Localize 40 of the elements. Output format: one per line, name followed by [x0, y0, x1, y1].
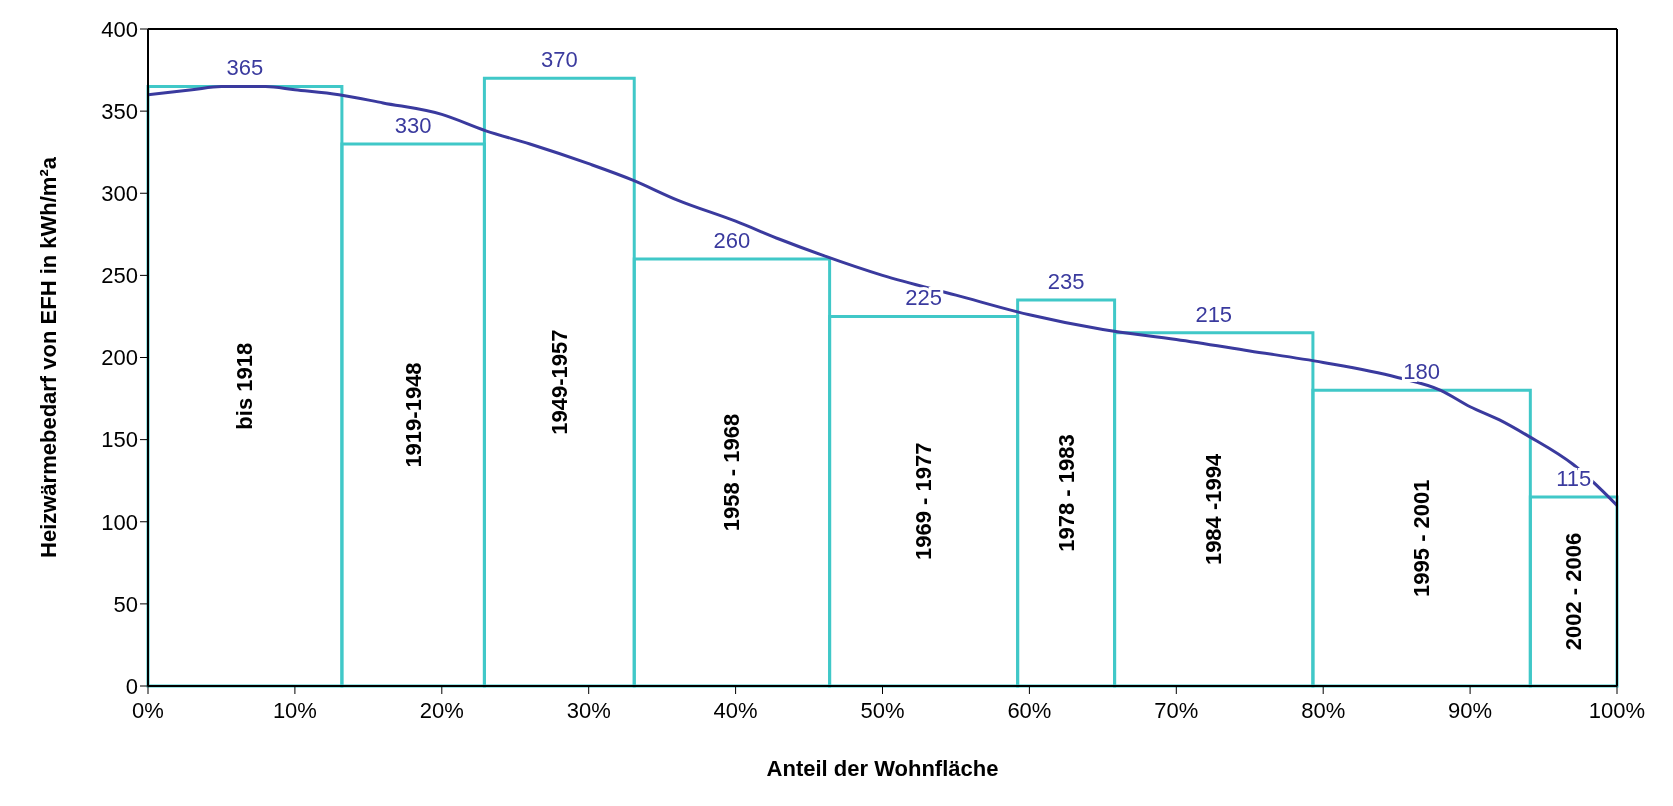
annotation: 1949-1957 — [546, 329, 572, 435]
annotation: bis 1918 — [232, 342, 258, 430]
y-axis-title: Heizwärmebedarf von EFH in kWh/m²a — [35, 156, 61, 558]
y-tick-label: 0 — [125, 673, 138, 699]
data-label: 215 — [1195, 301, 1233, 327]
y-tick-label: 350 — [101, 98, 138, 124]
y-tick-label: 300 — [101, 181, 138, 207]
annotation: 1969 - 1977 — [911, 442, 937, 560]
data-label: 180 — [1403, 359, 1440, 385]
x-tick-label: 20% — [419, 697, 464, 723]
annotation: 1919-1948 — [400, 362, 426, 468]
data-label: 235 — [1047, 269, 1085, 295]
data-label: 260 — [713, 227, 751, 253]
x-tick-label: 40% — [713, 697, 758, 723]
y-tick-label: 50 — [113, 591, 138, 617]
data-label: 330 — [394, 112, 432, 138]
x-axis-title: Anteil der Wohnfläche — [766, 756, 999, 781]
x-tick-label: 50% — [860, 697, 905, 723]
y-tick-label: 250 — [101, 263, 138, 289]
y-tick-label: 400 — [101, 16, 138, 42]
data-label: 370 — [540, 47, 578, 73]
x-tick-label: 90% — [1448, 697, 1493, 723]
annotation: 1995 - 2001 — [1409, 479, 1435, 597]
y-tick-label: 100 — [101, 509, 138, 535]
data-label: 365 — [226, 55, 264, 81]
y-tick-label: 150 — [101, 427, 138, 453]
annotation: 2002 - 2006 — [1561, 532, 1587, 651]
annotation: 1984 -1994 — [1201, 453, 1227, 566]
data-label: 225 — [905, 285, 942, 311]
x-tick-label: 30% — [566, 697, 611, 723]
data-label: 115 — [1556, 466, 1592, 492]
y-tick-label: 200 — [101, 345, 138, 371]
x-tick-label: 60% — [1007, 697, 1052, 723]
x-tick-label: 80% — [1301, 697, 1346, 723]
x-tick-label: 0% — [132, 697, 164, 723]
annotation: 1978 - 1983 — [1053, 434, 1079, 552]
x-tick-label: 70% — [1154, 697, 1199, 723]
x-tick-label: 100% — [1588, 697, 1646, 723]
x-tick-label: 10% — [272, 697, 317, 723]
annotation: 1958 - 1968 — [719, 413, 745, 532]
